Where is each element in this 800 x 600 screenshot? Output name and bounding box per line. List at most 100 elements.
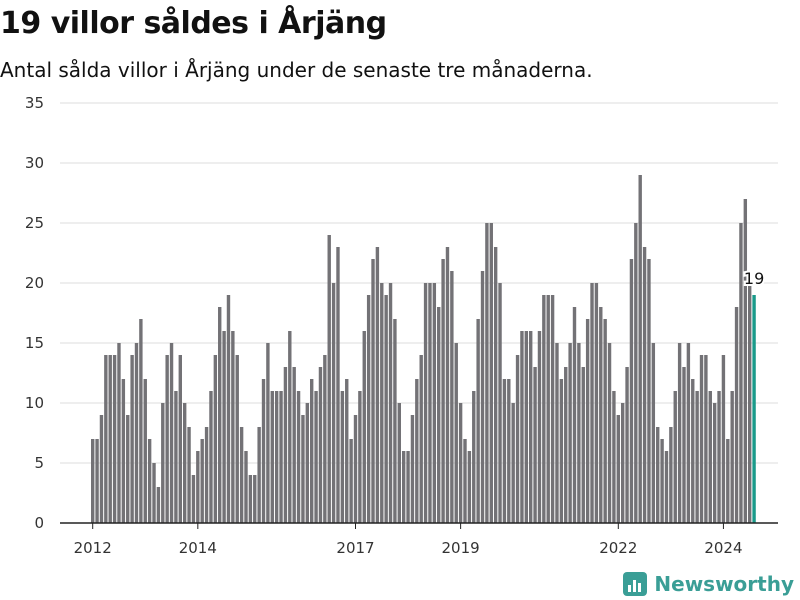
bar xyxy=(336,247,340,523)
bar xyxy=(445,247,450,523)
bar xyxy=(660,439,664,523)
bar xyxy=(200,439,204,523)
bar xyxy=(165,355,169,523)
bar xyxy=(204,427,209,523)
bar xyxy=(559,379,564,523)
bar xyxy=(235,355,239,523)
bar xyxy=(218,307,222,523)
bar xyxy=(638,175,642,523)
bar xyxy=(358,391,362,523)
bar xyxy=(489,223,493,523)
highlight-value-label: 19 xyxy=(744,269,764,288)
bar xyxy=(511,403,515,523)
bar xyxy=(174,391,178,523)
bar xyxy=(708,391,712,523)
x-tick-label: 2024 xyxy=(704,539,742,557)
bar xyxy=(423,283,428,523)
bar xyxy=(345,379,349,523)
bar xyxy=(231,331,235,523)
bar xyxy=(349,439,353,523)
bar xyxy=(169,343,174,523)
bar xyxy=(244,451,248,523)
bar xyxy=(266,343,270,523)
bar xyxy=(305,403,310,523)
bar xyxy=(270,391,274,523)
y-tick-label: 30 xyxy=(25,154,44,172)
bar xyxy=(572,307,577,523)
bar xyxy=(340,391,345,523)
bar xyxy=(669,427,673,523)
bar xyxy=(415,379,419,523)
y-tick-label: 0 xyxy=(34,514,44,532)
y-tick-label: 15 xyxy=(25,334,44,352)
bar xyxy=(647,259,651,523)
bar-highlight xyxy=(752,295,756,523)
bar xyxy=(748,283,752,523)
bar xyxy=(739,223,743,523)
bar xyxy=(182,403,187,523)
bar xyxy=(472,391,476,523)
bar xyxy=(620,403,625,523)
bar xyxy=(301,415,305,523)
bar xyxy=(296,391,301,523)
bar xyxy=(226,295,231,523)
bar xyxy=(95,439,99,523)
bar xyxy=(117,343,121,523)
bar xyxy=(130,355,134,523)
bar xyxy=(292,367,296,523)
x-tick-label: 2014 xyxy=(179,539,217,557)
bar xyxy=(721,355,726,523)
bar xyxy=(629,259,634,523)
bar xyxy=(375,247,380,523)
bar xyxy=(187,427,191,523)
bar xyxy=(288,331,292,523)
x-axis: 2012 2014 2017 2019 2022 2024 xyxy=(60,522,778,557)
bar xyxy=(734,307,739,523)
bar xyxy=(388,283,393,523)
y-axis: 0 5 10 15 20 25 30 35 xyxy=(25,94,44,532)
x-tick-label: 2019 xyxy=(442,539,480,557)
bar xyxy=(253,475,257,523)
bar xyxy=(726,439,730,523)
bar xyxy=(515,355,520,523)
bar xyxy=(362,331,366,523)
bar xyxy=(542,295,546,523)
bar xyxy=(603,319,607,523)
bar xyxy=(677,343,682,523)
y-tick-label: 20 xyxy=(25,274,44,292)
bar xyxy=(564,367,568,523)
bar xyxy=(310,379,314,523)
bar xyxy=(323,355,327,523)
chart-title: 19 villor såldes i Årjäng xyxy=(0,6,387,41)
bar xyxy=(585,319,590,523)
bar xyxy=(283,367,288,523)
bar xyxy=(371,259,375,523)
bar xyxy=(134,343,139,523)
bar xyxy=(441,259,445,523)
x-tick-label: 2017 xyxy=(336,539,374,557)
bar xyxy=(607,343,612,523)
bar xyxy=(686,343,691,523)
bar xyxy=(161,403,165,523)
bar xyxy=(568,343,572,523)
bar xyxy=(314,391,318,523)
bar xyxy=(555,343,559,523)
chart-subtitle: Antal sålda villor i Årjäng under de sen… xyxy=(0,58,593,82)
x-tick-label: 2022 xyxy=(599,539,637,557)
bar xyxy=(546,295,550,523)
bar xyxy=(651,343,656,523)
bar xyxy=(695,391,699,523)
bar xyxy=(463,439,467,523)
bar xyxy=(493,247,498,523)
bar xyxy=(222,331,226,523)
annotations: 19 xyxy=(742,267,766,290)
bar xyxy=(274,391,279,523)
y-tick-label: 35 xyxy=(25,94,44,112)
bar xyxy=(143,379,147,523)
bar xyxy=(581,367,585,523)
bar xyxy=(476,319,480,523)
bar xyxy=(327,235,331,523)
bar xyxy=(458,403,463,523)
